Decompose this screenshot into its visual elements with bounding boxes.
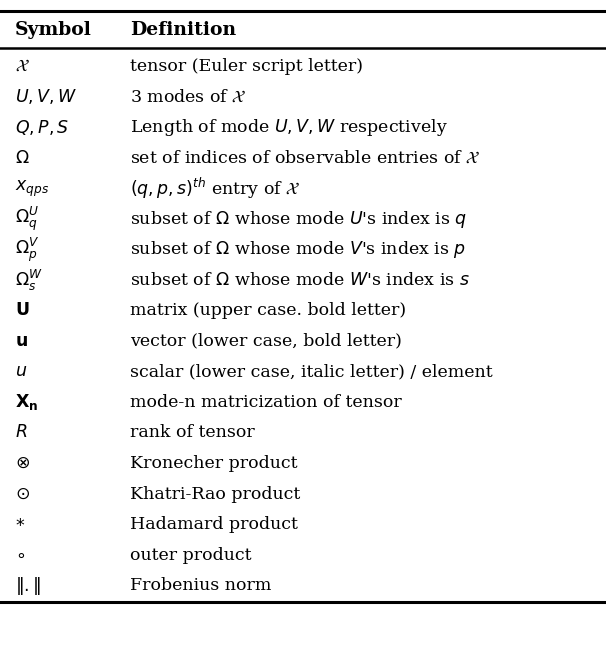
- Text: scalar (lower case, italic letter) / element: scalar (lower case, italic letter) / ele…: [130, 363, 493, 380]
- Text: $U, V, W$: $U, V, W$: [15, 88, 78, 106]
- Text: $\otimes$: $\otimes$: [15, 455, 30, 472]
- Text: $\Omega_p^V$: $\Omega_p^V$: [15, 236, 39, 264]
- Text: $\mathbf{u}$: $\mathbf{u}$: [15, 333, 28, 350]
- Text: Frobenius norm: Frobenius norm: [130, 577, 271, 594]
- Text: Khatri-Rao product: Khatri-Rao product: [130, 485, 301, 503]
- Text: $\Omega$: $\Omega$: [15, 149, 30, 167]
- Text: $*$: $*$: [15, 516, 25, 533]
- Text: $(q, p, s)^{th}$ entry of $\boldsymbol{\mathcal{X}}$: $(q, p, s)^{th}$ entry of $\boldsymbol{\…: [130, 176, 301, 201]
- Text: $\odot$: $\odot$: [15, 485, 30, 503]
- Text: $\|.\|$: $\|.\|$: [15, 574, 41, 597]
- Text: mode-n matricization of tensor: mode-n matricization of tensor: [130, 394, 402, 411]
- Text: tensor (Euler script letter): tensor (Euler script letter): [130, 58, 363, 75]
- Text: Kronecher product: Kronecher product: [130, 455, 298, 472]
- Text: vector (lower case, bold letter): vector (lower case, bold letter): [130, 333, 402, 350]
- Text: $u$: $u$: [15, 363, 27, 380]
- Text: subset of $\Omega$ whose mode $W$'s index is $s$: subset of $\Omega$ whose mode $W$'s inde…: [130, 272, 470, 289]
- Text: $\mathbf{U}$: $\mathbf{U}$: [15, 302, 30, 319]
- Text: subset of $\Omega$ whose mode $V$'s index is $p$: subset of $\Omega$ whose mode $V$'s inde…: [130, 239, 467, 260]
- Text: $R$: $R$: [15, 424, 27, 442]
- Text: $x_{qps}$: $x_{qps}$: [15, 179, 49, 199]
- Text: 3 modes of $\boldsymbol{\mathcal{X}}$: 3 modes of $\boldsymbol{\mathcal{X}}$: [130, 88, 247, 106]
- Text: $\circ$: $\circ$: [15, 546, 25, 564]
- Text: $\boldsymbol{\mathcal{X}}$: $\boldsymbol{\mathcal{X}}$: [15, 58, 30, 75]
- Text: outer product: outer product: [130, 546, 251, 564]
- Text: set of indices of observable entries of $\boldsymbol{\mathcal{X}}$: set of indices of observable entries of …: [130, 149, 481, 167]
- Text: Definition: Definition: [130, 21, 236, 39]
- Text: $Q, P, S$: $Q, P, S$: [15, 118, 70, 137]
- Text: rank of tensor: rank of tensor: [130, 424, 255, 442]
- Text: matrix (upper case. bold letter): matrix (upper case. bold letter): [130, 302, 407, 319]
- Text: subset of $\Omega$ whose mode $U$'s index is $q$: subset of $\Omega$ whose mode $U$'s inde…: [130, 208, 467, 230]
- Text: Length of mode $U, V, W$ respectively: Length of mode $U, V, W$ respectively: [130, 117, 448, 138]
- Text: Symbol: Symbol: [15, 21, 92, 39]
- Text: Hadamard product: Hadamard product: [130, 516, 298, 533]
- Text: $\mathbf{X_n}$: $\mathbf{X_n}$: [15, 392, 38, 412]
- Text: $\Omega_s^W$: $\Omega_s^W$: [15, 268, 43, 293]
- Text: $\Omega_q^U$: $\Omega_q^U$: [15, 205, 39, 233]
